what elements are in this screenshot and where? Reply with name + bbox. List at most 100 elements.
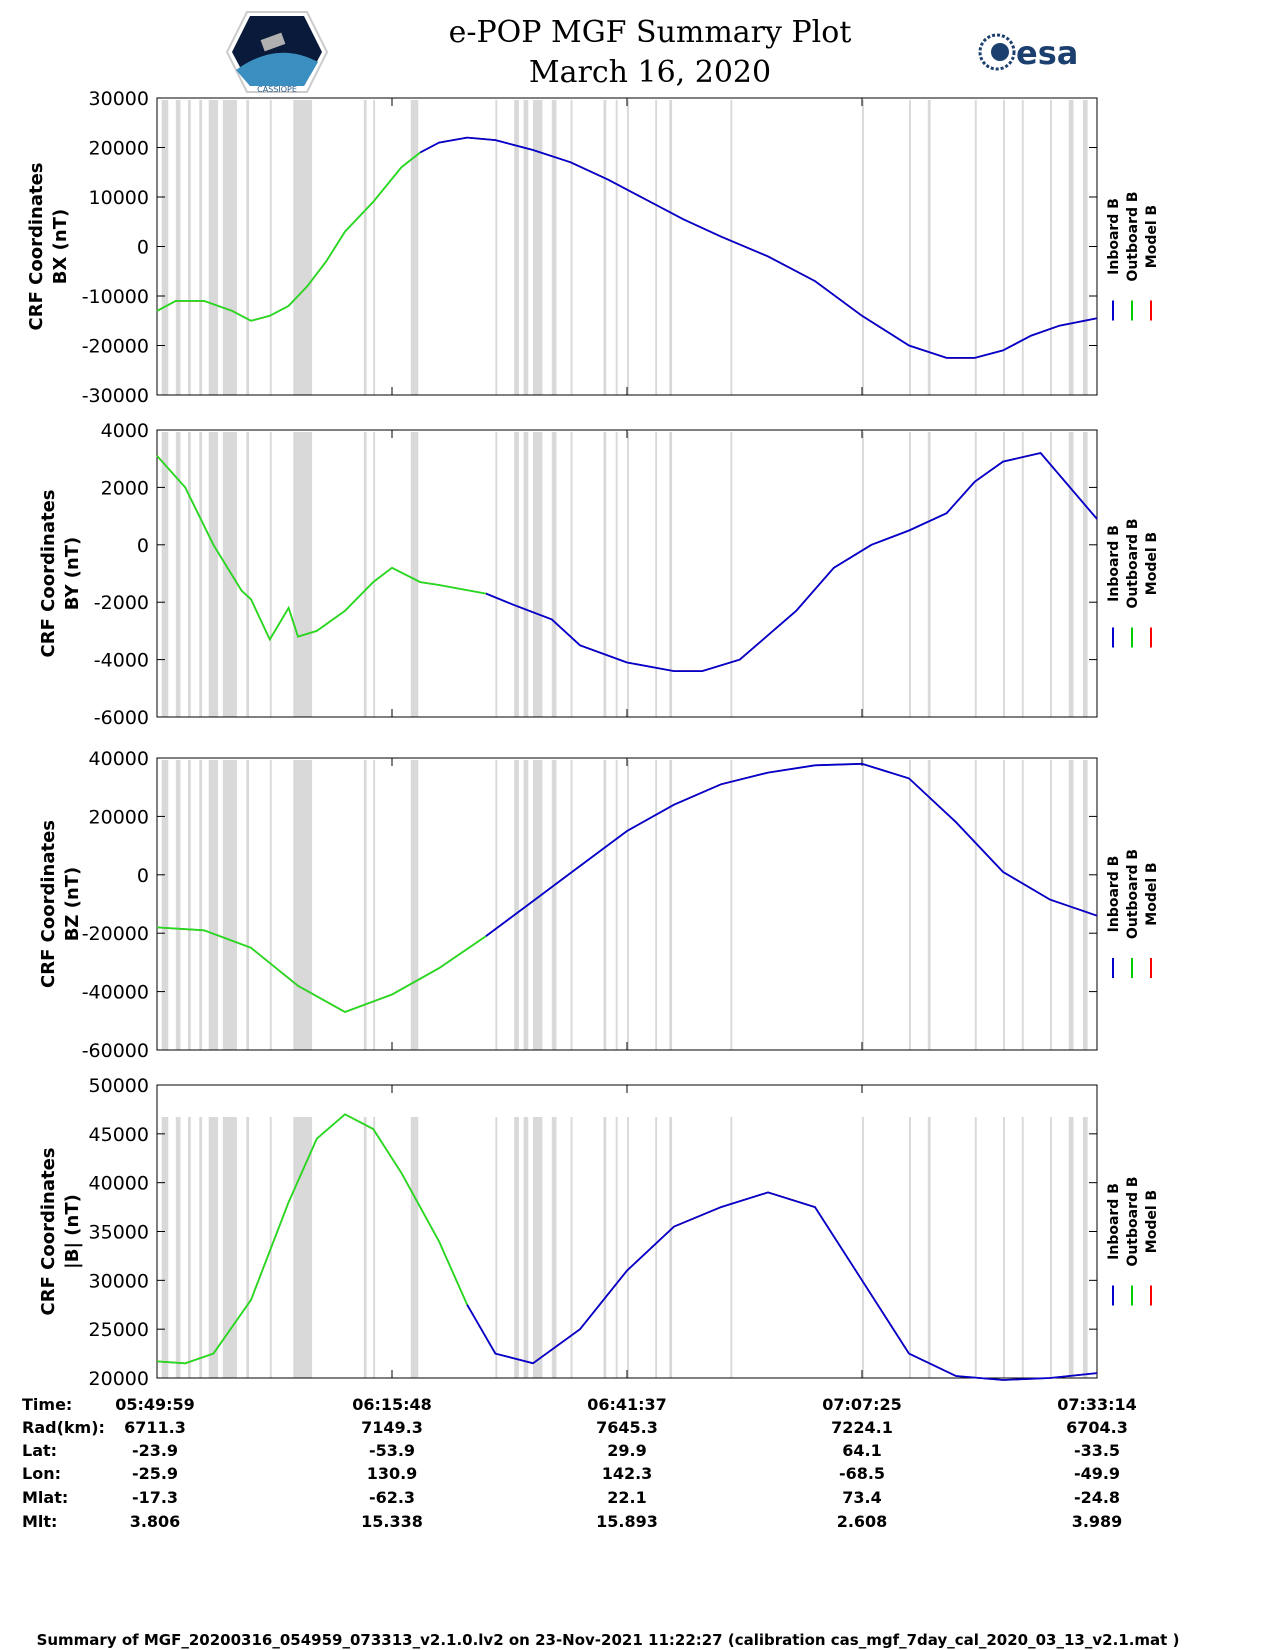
data-gap — [523, 760, 529, 1050]
outboard-b-series — [156, 1113, 469, 1365]
data-gap — [862, 432, 864, 717]
y-axis-label: BX (nT) — [50, 209, 71, 284]
table-cell: 15.893 — [596, 1512, 658, 1531]
y-axis-label: |B| (nT) — [62, 1194, 83, 1269]
outboard-b-series — [156, 151, 421, 322]
legend: Inboard B Outboard B Model B — [1106, 518, 1160, 648]
data-gap — [615, 100, 618, 395]
data-gap — [208, 1117, 219, 1378]
table-cell: 73.4 — [842, 1488, 881, 1507]
panel-4: 50000 45000 40000 35000 30000 25000 20000 CRF C… — [38, 1075, 1160, 1390]
legend-label: Outboard B — [1125, 191, 1141, 281]
data-gap — [161, 1117, 169, 1378]
data-gap — [246, 100, 250, 395]
table-cell: 29.9 — [607, 1441, 646, 1460]
data-gap — [175, 760, 181, 1050]
y-tick-label: -40000 — [82, 982, 149, 1004]
data-gap — [570, 100, 573, 395]
data-gap — [862, 760, 864, 1050]
data-gap — [161, 100, 169, 395]
data-gap — [410, 1117, 419, 1378]
data-gap — [222, 432, 237, 717]
legend-label: Inboard B — [1106, 1183, 1122, 1260]
data-gap — [222, 100, 237, 395]
data-gap — [495, 100, 498, 395]
data-gap — [533, 100, 543, 395]
time-cell: 05:49:59 — [115, 1395, 195, 1414]
legend-label: Model B — [1144, 1190, 1160, 1253]
data-gap — [730, 760, 733, 1050]
data-gap — [363, 1117, 367, 1378]
data-gap — [1082, 1117, 1088, 1378]
data-gap — [269, 760, 272, 1050]
y-tick-label: 0 — [137, 237, 149, 259]
data-gap — [373, 1117, 376, 1378]
time-cell: 06:41:37 — [587, 1395, 667, 1414]
data-gap — [1050, 432, 1052, 717]
data-gap — [655, 432, 658, 717]
table-cell: 3.806 — [130, 1512, 181, 1531]
data-gap — [1068, 760, 1074, 1050]
y-tick-label: 2000 — [101, 477, 149, 499]
data-gap — [1021, 760, 1024, 1050]
table-cell: 7149.3 — [361, 1418, 423, 1437]
data-gap — [974, 760, 977, 1050]
time-cell: 06:15:48 — [352, 1395, 432, 1414]
y-tick-label: 30000 — [89, 1270, 149, 1292]
y-tick-label: 40000 — [89, 1173, 149, 1195]
data-gap — [199, 100, 203, 395]
data-gap — [363, 100, 367, 395]
time-cell: 07:33:14 — [1057, 1395, 1137, 1414]
data-gap — [1003, 100, 1005, 395]
data-gap — [363, 432, 367, 717]
ephemeris-table: Time: Rad(km): Lat: Lon: Mlat: Mlt: 05:49:59 6… — [22, 1395, 1137, 1531]
time-cell: 07:07:25 — [822, 1395, 902, 1414]
data-gap — [246, 432, 250, 717]
legend-label: Outboard B — [1125, 1176, 1141, 1266]
y-tick-label: -4000 — [94, 650, 149, 672]
data-gap — [862, 100, 864, 395]
data-gap — [188, 100, 191, 395]
data-gap — [373, 760, 376, 1050]
data-gap — [1050, 1117, 1052, 1378]
table-row-label: Lat: — [22, 1441, 57, 1460]
y-tick-label: 4000 — [101, 420, 149, 442]
data-gap — [627, 1117, 629, 1378]
table-cell: -49.9 — [1074, 1464, 1120, 1483]
data-gap — [551, 432, 557, 717]
data-gap — [669, 1117, 673, 1378]
data-gap — [523, 1117, 529, 1378]
data-gap — [495, 760, 498, 1050]
table-cell: 2.608 — [837, 1512, 888, 1531]
data-gap — [199, 1117, 203, 1378]
y-tick-label: -2000 — [94, 592, 149, 614]
data-gap — [669, 760, 673, 1050]
table-cell: 142.3 — [602, 1464, 653, 1483]
data-gap — [570, 1117, 573, 1378]
table-cell: 7224.1 — [831, 1418, 893, 1437]
data-gap — [1082, 432, 1088, 717]
table-cell: 22.1 — [607, 1488, 646, 1507]
legend-label: Model B — [1144, 862, 1160, 925]
data-gap — [208, 432, 219, 717]
panel-1: 30000 20000 10000 0 -10000 -20000 -30000 CRF Co… — [26, 88, 1160, 407]
y-tick-label: 30000 — [89, 88, 149, 110]
y-tick-label: 20000 — [89, 1368, 149, 1390]
table-row-label: Mlt: — [22, 1512, 57, 1531]
y-axis-label: BY (nT) — [62, 537, 83, 611]
y-tick-label: 50000 — [89, 1075, 149, 1097]
data-gap — [1068, 432, 1074, 717]
data-gap — [208, 100, 219, 395]
data-gap — [188, 760, 191, 1050]
plot-date: March 16, 2020 — [529, 55, 771, 90]
data-gap — [410, 100, 419, 395]
y-tick-label: -20000 — [82, 923, 149, 945]
legend-label: Inboard B — [1106, 525, 1122, 602]
data-gap — [293, 760, 313, 1050]
y-tick-label: 0 — [137, 865, 149, 887]
table-cell: 6704.3 — [1066, 1418, 1128, 1437]
data-gap — [293, 100, 313, 395]
table-cell: -53.9 — [369, 1441, 415, 1460]
data-gap — [269, 432, 272, 717]
